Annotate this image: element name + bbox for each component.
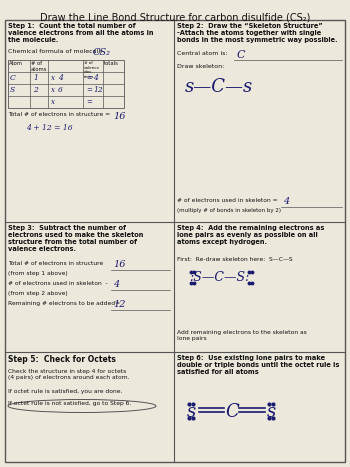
Text: 1: 1 <box>33 74 38 82</box>
Text: Draw the Line Bond Structure for carbon disulfide (CS₂): Draw the Line Bond Structure for carbon … <box>40 12 310 22</box>
Text: 4 + 12 = 16: 4 + 12 = 16 <box>26 124 73 132</box>
Text: 2: 2 <box>33 86 38 94</box>
Text: x: x <box>51 74 55 82</box>
Text: # of electrons used in skeleton =: # of electrons used in skeleton = <box>177 198 278 203</box>
Text: s: s <box>187 403 196 421</box>
Text: 4: 4 <box>283 197 289 206</box>
Text: If octet rule is not satisfied, go to Step 6.: If octet rule is not satisfied, go to St… <box>8 401 131 406</box>
Text: CS₂: CS₂ <box>93 48 111 57</box>
Text: Central atom is:: Central atom is: <box>177 51 228 56</box>
Text: s—C—s: s—C—s <box>185 78 253 96</box>
Text: Step 4:  Add the remaining electrons as
lone pairs as evenly as possible on all
: Step 4: Add the remaining electrons as l… <box>177 225 324 245</box>
Text: Total # of electrons in structure: Total # of electrons in structure <box>8 261 103 266</box>
Text: (from step 2 above): (from step 2 above) <box>8 291 68 296</box>
Text: # of
atoms: # of atoms <box>31 61 48 72</box>
Text: :S—C—S:: :S—C—S: <box>189 271 249 284</box>
Text: Check the structure in step 4 for octets
(4 pairs) of electrons around each atom: Check the structure in step 4 for octets… <box>8 369 130 380</box>
Text: 12: 12 <box>113 300 126 309</box>
Text: First:  Re-draw skeleton here:  S—C—S: First: Re-draw skeleton here: S—C—S <box>177 257 293 262</box>
Text: =: = <box>86 98 92 106</box>
Text: Step 5:  Check for Octets: Step 5: Check for Octets <box>8 355 116 364</box>
Text: Chemical formula of molecule: Chemical formula of molecule <box>8 49 102 54</box>
Text: Remaining # electrons to be added=: Remaining # electrons to be added= <box>8 301 120 306</box>
Text: Draw skeleton:: Draw skeleton: <box>177 64 224 69</box>
Text: =: = <box>86 86 92 94</box>
Text: # of electrons used in skeleton  -: # of electrons used in skeleton - <box>8 281 108 286</box>
Text: totals: totals <box>104 61 119 66</box>
Text: (from step 1 above): (from step 1 above) <box>8 271 68 276</box>
Text: 16: 16 <box>113 260 126 269</box>
Text: 4: 4 <box>113 280 119 289</box>
Text: x: x <box>51 98 55 106</box>
Bar <box>8 60 124 108</box>
Text: Step 3:  Subtract the number of
electrons used to make the skeleton
structure fr: Step 3: Subtract the number of electrons… <box>8 225 144 252</box>
Text: If octet rule is satisfied, you are done.: If octet rule is satisfied, you are done… <box>8 389 122 394</box>
Text: 6: 6 <box>58 86 63 94</box>
Text: Atom: Atom <box>9 61 23 66</box>
Text: 4: 4 <box>58 74 63 82</box>
Text: Step 2:  Draw the “Skeleton Structure”
-Attach the atoms together with single
bo: Step 2: Draw the “Skeleton Structure” -A… <box>177 23 338 43</box>
Text: S: S <box>10 86 15 94</box>
Text: x: x <box>51 86 55 94</box>
Text: Step 1:  Count the total number of
valence electrons from all the atoms in
the m: Step 1: Count the total number of valenc… <box>8 23 154 43</box>
Text: C: C <box>237 50 245 60</box>
Text: 12: 12 <box>93 86 103 94</box>
Text: Total # of electrons in structure =: Total # of electrons in structure = <box>8 112 110 117</box>
Text: s: s <box>267 403 276 421</box>
Text: 16: 16 <box>113 112 126 121</box>
Text: Add remaining electrons to the skeleton as
lone pairs: Add remaining electrons to the skeleton … <box>177 330 307 341</box>
Text: (multiply # of bonds in skeleton by 2): (multiply # of bonds in skeleton by 2) <box>177 208 281 213</box>
Text: # of
valence
elec-
trons: # of valence elec- trons <box>84 61 100 79</box>
Text: Step 6:  Use existing lone pairs to make
double or triple bonds until the octet : Step 6: Use existing lone pairs to make … <box>177 355 340 375</box>
Text: 4: 4 <box>93 74 98 82</box>
Text: C: C <box>225 403 239 421</box>
Text: =: = <box>86 74 92 82</box>
Text: C: C <box>10 74 16 82</box>
